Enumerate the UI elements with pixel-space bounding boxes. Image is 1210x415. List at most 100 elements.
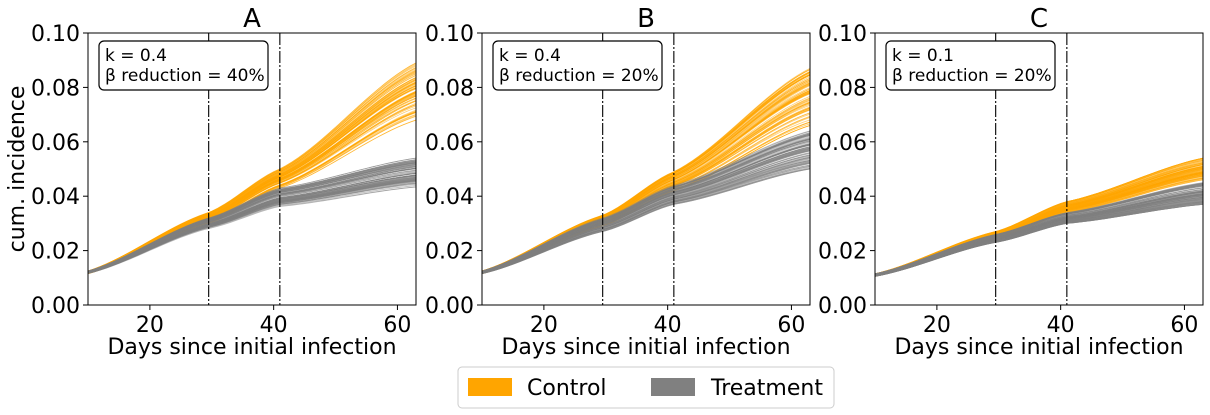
series-line (482, 168, 810, 275)
series-line (482, 69, 810, 272)
series-line (875, 201, 1203, 277)
y-tick-label: 0.04 (818, 185, 867, 210)
series-line (88, 181, 416, 274)
series-line (875, 200, 1203, 277)
y-tick-label: 0.08 (425, 76, 474, 101)
y-tick-label: 0.04 (425, 185, 474, 210)
y-tick-label: 0.10 (425, 22, 474, 47)
axes-frame (87, 32, 417, 306)
y-tick-label: 0.10 (31, 22, 80, 47)
y-tick-label: 0.00 (31, 294, 80, 319)
series-line (482, 166, 810, 275)
y-tick-label: 0.06 (425, 131, 474, 156)
series-line (482, 167, 810, 274)
series-line (875, 200, 1203, 277)
y-tick-label: 0.06 (818, 131, 867, 156)
series-line (875, 185, 1203, 275)
series-line (88, 160, 416, 272)
series-line (482, 162, 810, 274)
x-axis-label: Days since initial infection (894, 335, 1183, 360)
x-tick-label: 40 (260, 313, 288, 338)
series-line (482, 99, 810, 273)
legend-swatch-treatment (651, 378, 695, 396)
series-treatment (875, 182, 1203, 277)
series-line (482, 97, 810, 273)
series-line (482, 136, 810, 273)
annotation-line: k = 0.4 (499, 46, 561, 66)
series-line (88, 78, 416, 273)
axes-frame (481, 32, 811, 306)
chart-panel-A: 20 40 60 0.00 0.02 0.04 0.06 0.08 0.10 A Days sinc… (5, 4, 417, 360)
annotation-frame (885, 40, 1056, 91)
x-tick-label: 40 (654, 313, 682, 338)
series-line (482, 148, 810, 273)
series-line (875, 189, 1203, 275)
annotation-line: β reduction = 40% (105, 66, 265, 86)
axes-frame (874, 32, 1204, 306)
y-tick-label: 0.06 (31, 131, 80, 156)
annotation-box: k = 0.1β reduction = 20% (885, 40, 1056, 91)
legend-label-control: Control (527, 376, 607, 401)
y-tick-label: 0.10 (818, 22, 867, 47)
series-line (88, 75, 416, 272)
panel-title: C (1030, 4, 1048, 34)
series-line (482, 73, 810, 272)
series-line (482, 162, 810, 274)
y-tick-label: 0.00 (818, 294, 867, 319)
annotation-line: k = 0.4 (105, 46, 167, 66)
series-line (482, 130, 810, 272)
annotation-line: k = 0.1 (892, 46, 954, 66)
series-line (875, 198, 1203, 277)
x-tick-label: 60 (777, 313, 805, 338)
plot-area (88, 62, 416, 275)
series-line (482, 168, 810, 274)
chart-panel-C: 20 40 60 0.00 0.02 0.04 0.06 0.08 0.10 C Days sinc… (818, 4, 1204, 360)
series-line (88, 179, 416, 274)
x-axis-label: Days since initial infection (107, 335, 396, 360)
series-line (875, 191, 1203, 276)
annotation-frame (492, 40, 663, 91)
x-tick-label: 20 (923, 313, 951, 338)
y-tick-label: 0.02 (31, 240, 80, 265)
series-line (482, 97, 810, 273)
x-tick-label: 60 (383, 313, 411, 338)
y-tick-label: 0.00 (425, 294, 474, 319)
plot-area (482, 68, 810, 275)
series-treatment (88, 157, 416, 275)
series-line (875, 199, 1203, 277)
legend-label-treatment: Treatment (710, 376, 823, 401)
y-axis-label: cum. incidence (5, 86, 30, 253)
legend-frame (457, 366, 835, 409)
series-line (482, 168, 810, 275)
plot-area (875, 157, 1203, 277)
annotation-frame (98, 40, 269, 91)
annotation-box: k = 0.4β reduction = 20% (492, 40, 663, 91)
annotation-line: β reduction = 20% (499, 66, 659, 86)
series-line (88, 67, 416, 272)
series-line (482, 144, 810, 273)
series-line (482, 158, 810, 274)
series-treatment (482, 130, 810, 275)
series-line (875, 162, 1203, 275)
y-tick-label: 0.08 (31, 76, 80, 101)
y-tick-label: 0.02 (818, 240, 867, 265)
x-tick-label: 40 (1047, 313, 1075, 338)
chart-panel-B: 20 40 60 0.00 0.02 0.04 0.06 0.08 0.10 B Days sinc… (425, 4, 811, 360)
y-tick-label: 0.08 (818, 76, 867, 101)
x-tick-label: 20 (136, 313, 164, 338)
series-line (875, 195, 1203, 276)
series-line (88, 167, 416, 273)
x-tick-label: 20 (530, 313, 558, 338)
series-line (88, 175, 416, 273)
annotation-line: β reduction = 20% (892, 66, 1052, 86)
series-line (88, 62, 416, 272)
series-line (875, 200, 1203, 277)
series-line (88, 62, 416, 272)
y-tick-label: 0.02 (425, 240, 474, 265)
annotation-box: k = 0.4β reduction = 40% (98, 40, 269, 91)
series-line (88, 186, 416, 275)
legend-swatch-control (468, 378, 512, 396)
series-line (482, 155, 810, 273)
legend: Control Treatment (457, 366, 835, 409)
y-tick-label: 0.04 (31, 185, 80, 210)
